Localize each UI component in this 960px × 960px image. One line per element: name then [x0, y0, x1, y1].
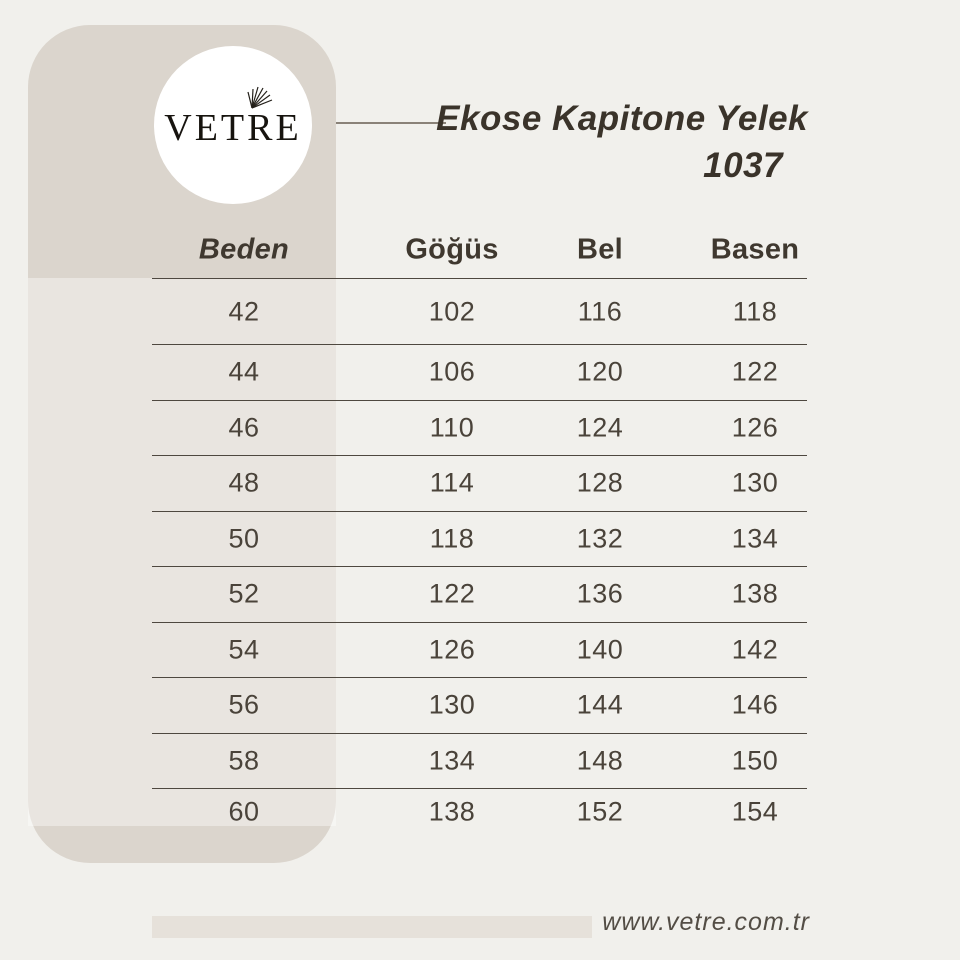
size-value: 44: [228, 356, 260, 387]
hip-value: 154: [731, 796, 779, 827]
hip-value: 130: [731, 467, 779, 498]
brand-logo-text: VETRE: [164, 107, 302, 149]
product-title: Ekose Kapitone Yelek 1037: [436, 95, 808, 189]
size-value: 54: [228, 634, 260, 665]
size-value: 58: [228, 745, 260, 776]
chest-value: 106: [428, 356, 476, 387]
hip-value: 134: [731, 523, 779, 554]
size-value: 50: [228, 523, 260, 554]
size-value: 52: [228, 578, 260, 609]
size-value: 46: [228, 412, 260, 443]
chest-value: 110: [429, 412, 475, 443]
table-row: 56 130 144 146: [152, 678, 807, 734]
waist-value: 120: [576, 356, 624, 387]
column-header-beden: Beden: [198, 233, 290, 266]
waist-value: 136: [576, 578, 624, 609]
hip-value: 142: [731, 634, 779, 665]
table-row: 60 138 152 154: [152, 789, 807, 835]
size-value: 60: [228, 796, 260, 827]
chest-value: 102: [428, 296, 476, 326]
size-table: Beden Göğüs Bel Basen 42 102 116 118 44 …: [152, 222, 807, 835]
hip-value: 122: [731, 356, 779, 387]
column-header-gogus: Göğüs: [405, 233, 499, 266]
waist-value: 132: [576, 523, 624, 554]
table-row: 58 134 148 150: [152, 734, 807, 789]
product-code: 1037: [703, 146, 783, 185]
waist-value: 152: [576, 796, 624, 827]
waist-value: 140: [576, 634, 624, 665]
hip-value: 126: [731, 412, 779, 443]
size-value: 48: [228, 467, 260, 498]
brand-column-light-section: [28, 278, 336, 826]
table-row: 44 106 120 122: [152, 345, 807, 401]
chest-value: 114: [429, 467, 475, 498]
waist-value: 144: [576, 689, 624, 720]
table-row: 52 122 136 138: [152, 567, 807, 623]
fan-leaf-icon: [247, 86, 273, 109]
table-row: 42 102 116 118: [152, 279, 807, 345]
website-url: www.vetre.com.tr: [602, 908, 810, 936]
table-row: 46 110 124 126: [152, 401, 807, 456]
table-row: 48 114 128 130: [152, 456, 807, 512]
brand-logo: VETRE: [154, 46, 312, 204]
table-header-row: Beden Göğüs Bel Basen: [152, 222, 807, 279]
chest-value: 126: [428, 634, 476, 665]
column-header-bel: Bel: [576, 233, 624, 266]
chest-value: 130: [428, 689, 476, 720]
hip-value: 118: [732, 296, 778, 326]
hip-value: 138: [731, 578, 779, 609]
waist-value: 148: [576, 745, 624, 776]
size-value: 42: [228, 296, 260, 326]
hip-value: 150: [731, 745, 779, 776]
waist-value: 128: [576, 467, 624, 498]
table-row: 54 126 140 142: [152, 623, 807, 678]
logo-title-connector-line: [336, 122, 446, 124]
chest-value: 122: [428, 578, 476, 609]
column-header-basen: Basen: [710, 233, 800, 266]
hip-value: 146: [731, 689, 779, 720]
chest-value: 138: [428, 796, 476, 827]
waist-value: 124: [576, 412, 624, 443]
chest-value: 134: [428, 745, 476, 776]
table-row: 50 118 132 134: [152, 512, 807, 567]
size-value: 56: [228, 689, 260, 720]
footer-bar: [152, 916, 592, 938]
waist-value: 116: [577, 296, 623, 326]
chest-value: 118: [429, 523, 475, 554]
product-title-text: Ekose Kapitone Yelek: [436, 99, 808, 138]
